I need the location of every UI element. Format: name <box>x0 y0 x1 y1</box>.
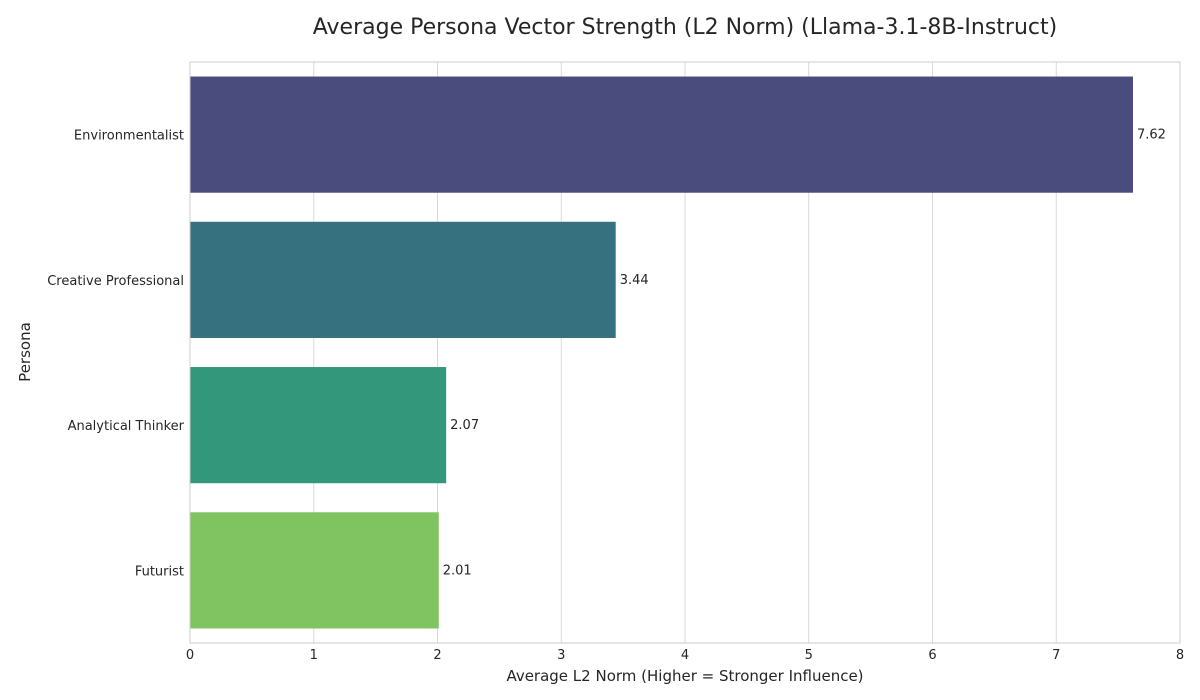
x-tick-label: 1 <box>310 648 318 663</box>
y-axis-ticks: Environmentalist Creative Professional Ana… <box>47 129 184 580</box>
x-axis-label: Average L2 Norm (Higher = Stronger Influ… <box>506 667 863 685</box>
chart-title: Average Persona Vector Strength (L2 Norm… <box>313 15 1057 40</box>
x-tick-label: 2 <box>433 648 441 663</box>
x-tick-label: 7 <box>1052 648 1060 663</box>
y-tick-label: Futurist <box>135 564 184 579</box>
y-tick-label: Creative Professional <box>47 274 184 289</box>
x-tick-label: 3 <box>557 648 565 663</box>
x-tick-label: 5 <box>805 648 813 663</box>
bar-value-label: 2.01 <box>443 563 472 578</box>
bar <box>190 76 1133 193</box>
bar-value-label: 2.07 <box>450 418 479 433</box>
bars <box>190 76 1133 629</box>
bar <box>190 221 616 338</box>
x-tick-label: 8 <box>1176 648 1184 663</box>
y-tick-label: Analytical Thinker <box>68 419 185 434</box>
y-tick-label: Environmentalist <box>74 129 184 144</box>
bar <box>190 367 447 484</box>
x-tick-label: 6 <box>928 648 936 663</box>
x-tick-label: 4 <box>681 648 689 663</box>
x-tick-label: 0 <box>186 648 194 663</box>
plot-frame <box>189 61 1181 644</box>
bar-value-label: 3.44 <box>620 273 649 288</box>
bar <box>190 512 439 629</box>
y-axis-label: Persona <box>16 322 34 382</box>
bar-value-labels: 7.62 3.44 2.07 2.01 <box>443 128 1166 579</box>
bar-value-label: 7.62 <box>1137 128 1166 143</box>
x-axis-ticks: 0 1 2 3 4 5 6 7 8 <box>186 648 1184 663</box>
